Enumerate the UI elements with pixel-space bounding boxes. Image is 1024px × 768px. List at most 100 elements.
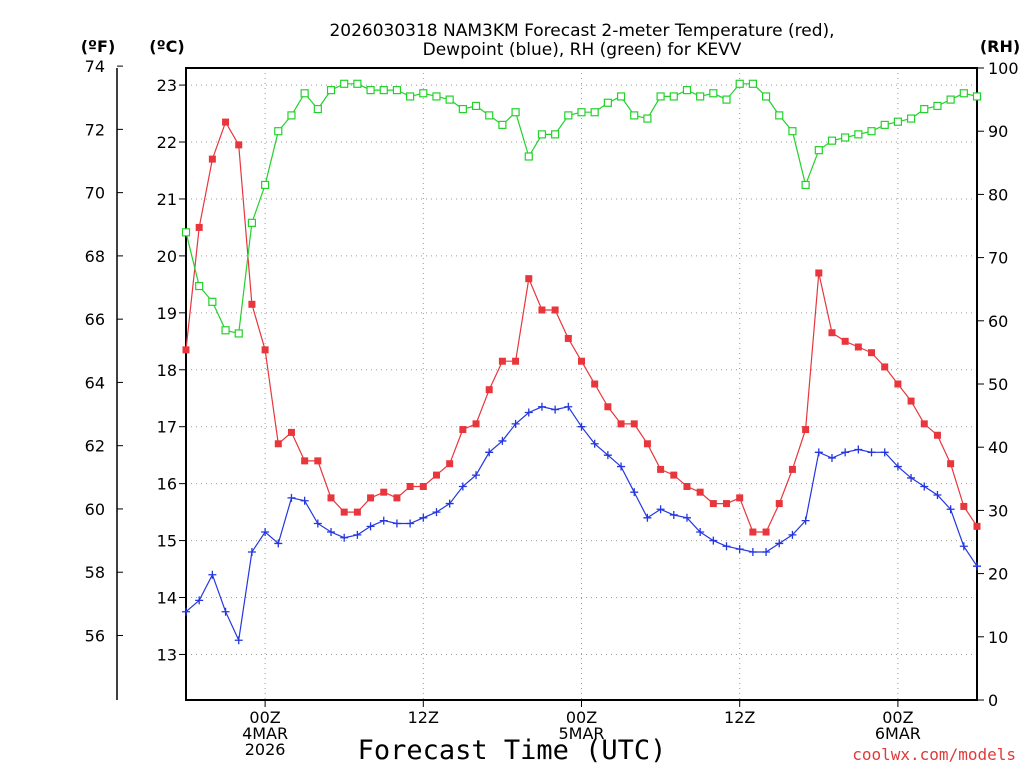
dewpoint-point [498,436,507,445]
rh-point [432,92,441,101]
x-tick-label: 4MAR [242,724,288,743]
dewpoint-point [973,562,981,571]
temperature-point [564,334,572,342]
temperature-point [459,426,467,434]
dewpoint-point [327,528,336,537]
dewpoint-point [221,607,230,616]
rh-point [353,79,362,88]
dewpoint-point [946,505,955,514]
fahrenheit-tick-label: 56 [85,626,105,645]
rh-tick-label: 0 [988,691,998,710]
temperature-point [973,522,981,530]
rh-point [906,114,916,123]
rh-point [920,104,929,114]
celsius-tick-label: 19 [157,304,177,323]
rh-point [287,111,296,120]
dewpoint-point [920,482,929,491]
dewpoint-point [313,519,322,528]
rh-point [326,86,336,95]
temperature-point [419,482,427,490]
temperature-point [551,306,559,314]
rh-point [959,89,968,98]
temperature-point [208,155,216,163]
rh-point [893,117,903,126]
dewpoint-point [406,519,415,528]
temperature-point [446,460,454,468]
temperature-point [591,380,599,388]
temperature-point [512,357,520,365]
temperature-point [380,488,388,496]
x-tick-label: 12Z [408,708,439,727]
dewpoint-point [261,528,270,537]
x-tick-label: 2026 [245,740,286,759]
fahrenheit-tick-label: 62 [85,437,105,456]
rh-point [313,104,322,114]
dewpoint-point [472,471,481,480]
celsius-tick-label: 20 [157,247,177,266]
temperature-point [301,457,309,465]
temperature-point [828,329,836,337]
temperature-point [406,482,414,490]
dewpoint-point [788,530,797,539]
celsius-tick-label: 21 [157,190,177,209]
rh-point [524,152,533,161]
temperature-point [353,508,361,516]
rh-point [274,127,283,136]
rh-point [722,95,731,104]
celsius-tick-label: 15 [157,532,177,551]
temperature-point [235,141,243,149]
fahrenheit-tick-label: 66 [85,310,105,329]
rh-point [498,120,507,129]
rh-tick-label: 30 [988,501,1008,520]
rh-point [300,89,309,98]
dewpoint-point [419,513,428,522]
dewpoint-point [801,516,810,525]
rh-point [221,326,230,335]
dewpoint-point [682,513,691,522]
dewpoint-point [603,451,612,460]
rh-tick-label: 40 [988,438,1008,457]
celsius-tick-label: 13 [157,645,177,664]
rh-point [682,86,692,95]
temperature-point [854,343,862,351]
celsius-tick-label: 23 [157,76,177,95]
dewpoint-point [274,539,283,548]
x-tick-label: 00Z [882,708,913,727]
temperature-point [222,118,230,126]
temperature-point [274,440,282,448]
x-tick-label: 6MAR [875,724,921,743]
dewpoint-point [880,448,889,457]
temperature-point [736,494,744,502]
rh-point [972,92,982,101]
celsius-tick-label: 18 [157,361,177,380]
temperature-point [340,508,348,516]
rh-point [261,180,270,190]
rh-point [340,79,349,88]
rh-tick-label: 70 [988,249,1008,268]
temperature-point [907,397,915,405]
temperature-point [670,471,678,479]
dewpoint-point [485,448,494,457]
celsius-tick-label: 17 [157,418,177,437]
rh-point [669,92,678,101]
rh-tick-label: 20 [988,565,1008,584]
fahrenheit-tick-label: 72 [85,120,105,139]
dewpoint-point [340,533,349,542]
fahrenheit-tick-label: 74 [85,57,105,76]
rh-point [630,111,639,120]
dewpoint-point [617,462,626,471]
dewpoint-point [762,547,771,556]
temperature-point [960,502,968,510]
dewpoint-point [511,419,520,428]
dewpoint-point [564,402,573,411]
x-tick-label: 00Z [566,708,597,727]
rh-point [603,98,612,107]
rh-point [709,89,718,98]
fahrenheit-tick-label: 70 [85,184,105,203]
dewpoint-point [195,596,204,605]
rh-point [616,92,626,101]
temperature-point [367,494,375,502]
rh-point [946,95,955,104]
dewpoint-point [392,519,401,528]
